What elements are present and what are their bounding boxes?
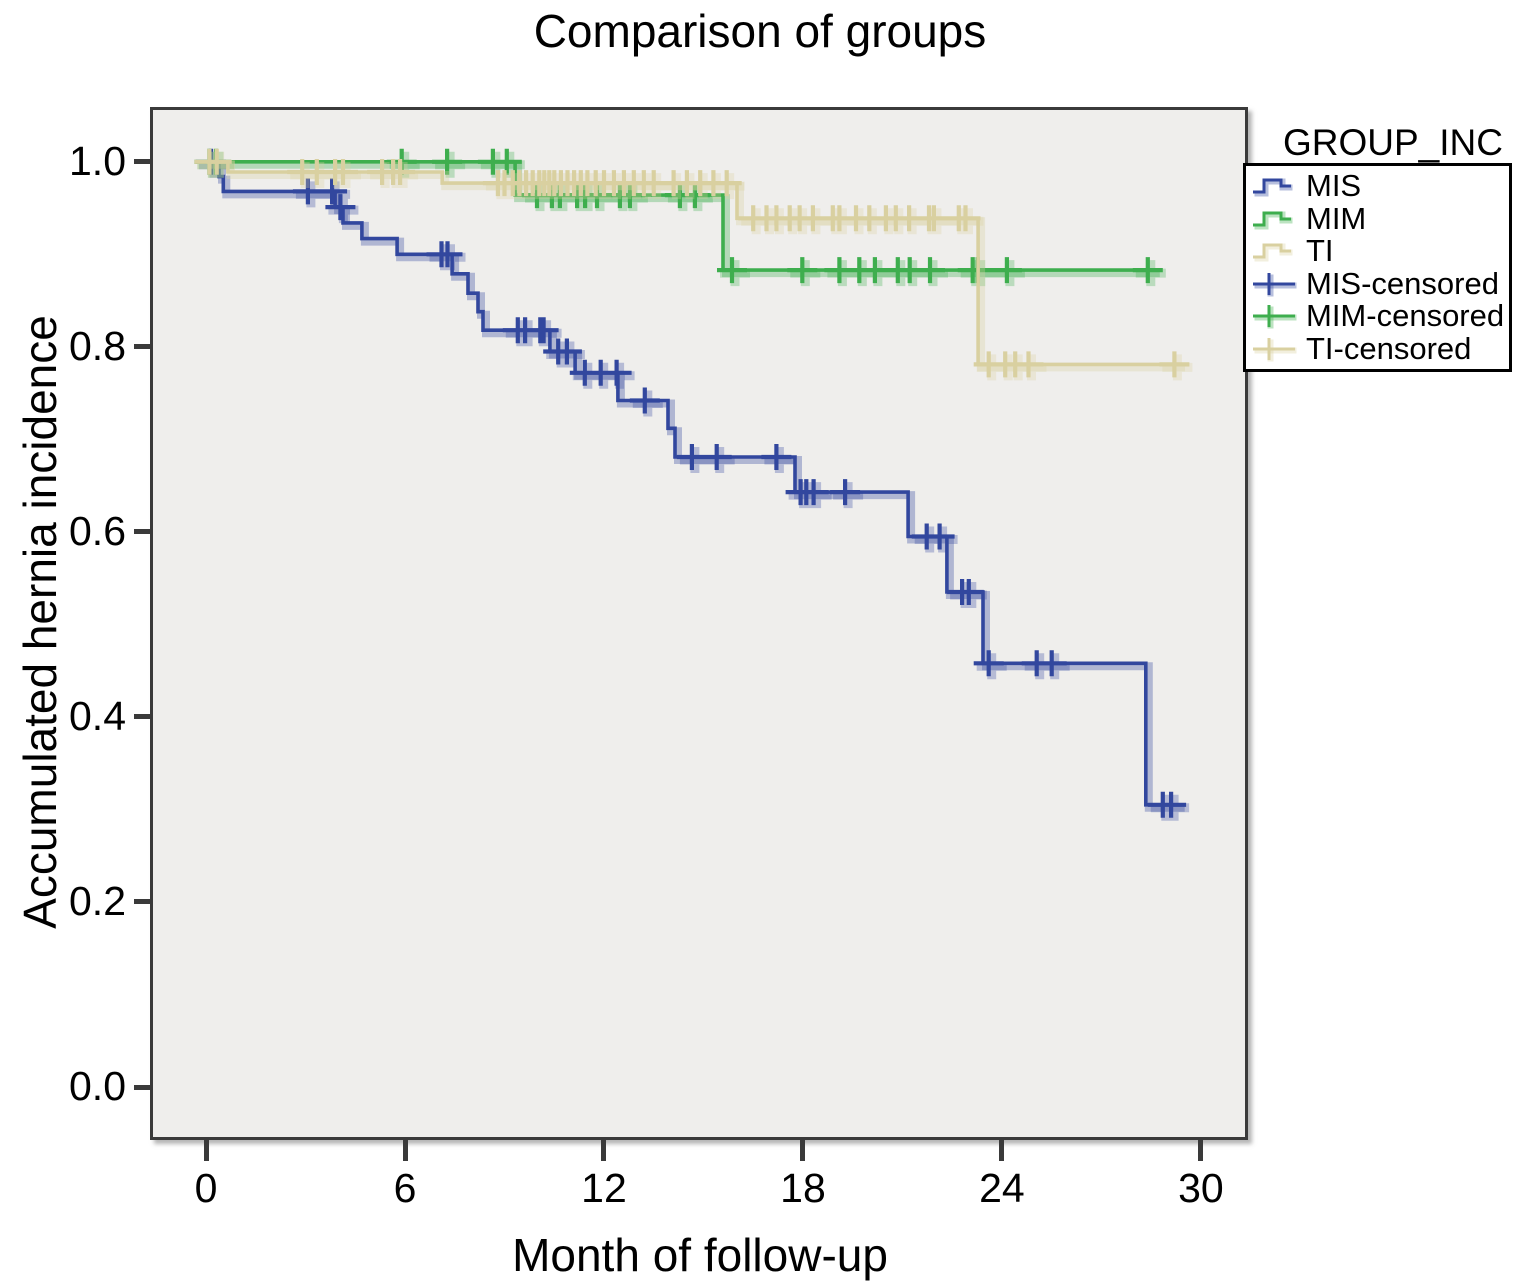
y-tick-label: 0.8	[69, 322, 126, 369]
MIS-curve-shadow	[209, 160, 1185, 812]
legend-item-MIS: MIS	[1252, 168, 1509, 204]
legend-box: MIS MIM TI MIS-censored MIM-censored TI-censo…	[1243, 163, 1512, 372]
x-tick	[999, 1140, 1005, 1161]
x-tick	[800, 1140, 806, 1161]
legend-step-line-MIS-icon	[1253, 178, 1293, 197]
x-tick	[601, 1140, 607, 1161]
x-tick-label: 30	[1178, 1165, 1224, 1211]
series-TI	[194, 148, 1193, 381]
legend-item-MIM: MIM	[1252, 200, 1509, 236]
y-tick-label: 1.0	[69, 137, 126, 184]
plot-frame	[150, 107, 1248, 1140]
legend-plus-MIM-icon	[1253, 305, 1297, 329]
chart-title: Comparison of groups	[533, 5, 987, 57]
x-tick-label: 18	[780, 1165, 826, 1211]
x-axis-label: Month of follow-up	[512, 1229, 888, 1281]
y-tick-label: 0.6	[69, 507, 126, 554]
legend-item-label: TI-censored	[1306, 330, 1472, 366]
legend-item-label: MIM-censored	[1306, 298, 1505, 334]
x-tick	[203, 1140, 209, 1161]
legend-step-line-MIM-icon	[1253, 211, 1293, 230]
TI-censor-marks	[194, 148, 1190, 378]
MIS-censor-shadow	[199, 151, 1190, 821]
x-tick-label: 6	[393, 1165, 417, 1211]
legend-item-TI: TI	[1252, 233, 1509, 269]
x-tick-label: 0	[194, 1165, 218, 1211]
legend-plus-TI-icon	[1253, 337, 1297, 362]
legend-item-label: TI	[1306, 233, 1334, 269]
y-tick	[134, 714, 153, 720]
y-tick	[134, 899, 153, 905]
y-tick-label: 0.0	[69, 1063, 126, 1110]
x-tick	[1198, 1140, 1204, 1161]
TI-censor-shadow	[197, 151, 1193, 381]
x-tick-label: 24	[979, 1165, 1025, 1211]
legend-item-TI-censored: TI-censored	[1252, 330, 1509, 366]
y-tick	[134, 1084, 153, 1090]
MIM-curve-shadow	[209, 160, 1160, 278]
y-tick	[134, 344, 153, 350]
x-tick-label: 12	[581, 1165, 627, 1211]
y-tick-label: 0.2	[69, 877, 126, 924]
km-plot-canvas	[194, 148, 1193, 821]
y-axis-label: Accumulated hernia incidence	[14, 315, 66, 929]
legend-item-MIM-censored: MIM-censored	[1252, 298, 1509, 334]
y-tick-label: 0.4	[69, 692, 126, 739]
legend-item-label: MIS	[1306, 168, 1362, 204]
legend-plus-MIS-icon	[1253, 272, 1297, 297]
legend-title: GROUP_INC	[1283, 122, 1503, 163]
legend-item-MIS-censored: MIS-censored	[1252, 265, 1509, 301]
legend-item-label: MIM	[1306, 200, 1367, 236]
series-MIS	[196, 148, 1190, 821]
legend-item-label: MIS-censored	[1306, 265, 1499, 301]
MIS-censor-marks	[196, 148, 1187, 818]
MIS-curve	[206, 160, 1182, 807]
legend-step-line-TI-icon	[1253, 243, 1293, 262]
y-tick	[134, 159, 153, 165]
TI-curve-shadow	[209, 160, 1185, 372]
y-tick	[134, 529, 153, 535]
x-tick	[402, 1140, 408, 1161]
